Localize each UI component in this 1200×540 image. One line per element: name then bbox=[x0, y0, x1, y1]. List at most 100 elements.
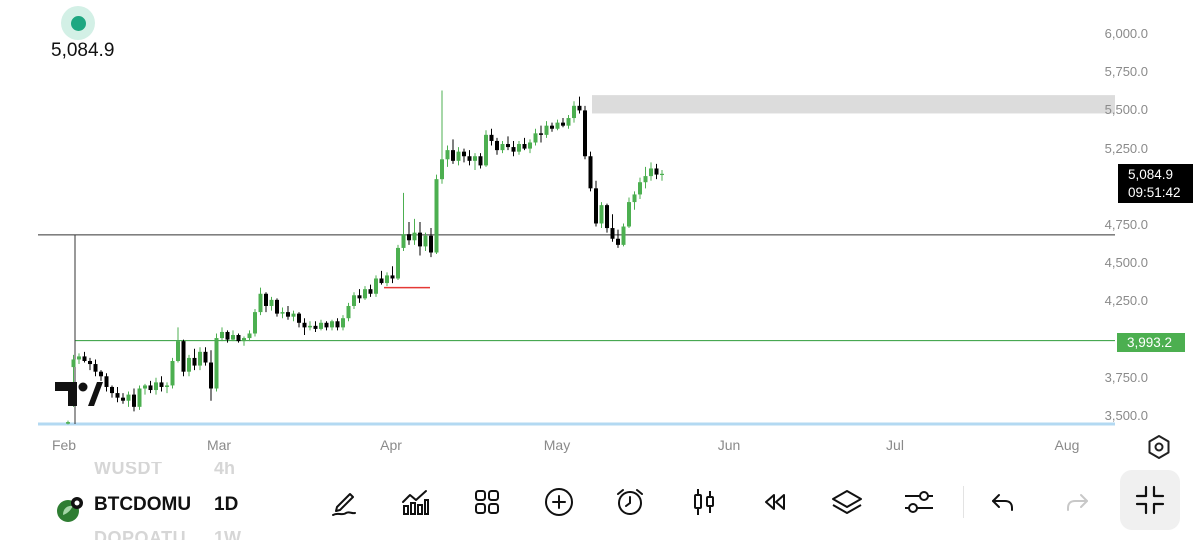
grid-icon bbox=[475, 490, 499, 514]
candle-body bbox=[456, 151, 461, 161]
candle-body bbox=[610, 228, 615, 239]
candle-body bbox=[638, 182, 642, 195]
candle-body bbox=[550, 125, 554, 129]
candle-body bbox=[181, 341, 186, 372]
candle-body bbox=[489, 134, 494, 141]
candle-body bbox=[451, 150, 455, 161]
symbol-prev[interactable]: WUSDT bbox=[94, 462, 163, 478]
candle-body bbox=[583, 110, 587, 157]
indicators-icon bbox=[402, 490, 429, 515]
replay-button[interactable] bbox=[757, 484, 793, 520]
price-axis-label: 6,000.0 bbox=[1104, 26, 1148, 41]
candle-body bbox=[528, 142, 532, 149]
current-price: 5,084.9 bbox=[51, 40, 115, 61]
candle-body bbox=[517, 144, 521, 152]
candle-body bbox=[467, 156, 472, 161]
candle-body bbox=[346, 305, 351, 319]
candle-body bbox=[335, 321, 340, 328]
interval-prev[interactable]: 4h bbox=[214, 462, 236, 478]
candle-body bbox=[82, 356, 87, 361]
candle-body bbox=[566, 118, 571, 126]
candle-body bbox=[324, 322, 329, 328]
candle-body bbox=[148, 385, 153, 391]
symbol-logo-icon bbox=[57, 497, 83, 522]
time-axis-label: Apr bbox=[380, 437, 402, 453]
candle-body bbox=[132, 394, 136, 407]
symbol-next[interactable]: DOPOATU bbox=[94, 528, 187, 540]
candle-body bbox=[599, 205, 604, 224]
candle-body bbox=[352, 295, 356, 306]
sliders-icon bbox=[905, 491, 933, 513]
candle-body bbox=[555, 122, 560, 129]
price-axis-label: 3,500.0 bbox=[1104, 408, 1148, 423]
candle-body bbox=[330, 321, 334, 328]
last-price-value: 5,084.9 bbox=[1128, 167, 1174, 182]
candle-body bbox=[407, 234, 411, 241]
undo-button[interactable] bbox=[985, 484, 1021, 520]
candle-body bbox=[236, 335, 241, 342]
candle-body bbox=[643, 176, 648, 183]
chart-area[interactable]: 5,084.9 6,000.0 5,750.0 5,500.0 5,250.0 4,75… bbox=[0, 0, 1200, 462]
candle-body bbox=[495, 140, 499, 151]
candle-body bbox=[192, 357, 197, 366]
add-button[interactable] bbox=[541, 484, 577, 520]
toolbar-divider bbox=[963, 486, 964, 518]
candle-body bbox=[649, 168, 653, 177]
price-axis-label: 4,500.0 bbox=[1104, 255, 1148, 271]
bar-countdown: 09:51:42 bbox=[1128, 185, 1181, 200]
collapse-icon bbox=[1135, 485, 1165, 515]
redo-icon bbox=[1067, 494, 1088, 511]
candle-body bbox=[88, 360, 92, 365]
bottom-toolbar: WUSDT BTCDOMU DOPOATU 4h 1D 1W bbox=[0, 462, 1200, 540]
interval-picker[interactable]: 4h 1D 1W bbox=[214, 462, 264, 540]
candle-body bbox=[506, 144, 510, 148]
fullscreen-exit-button[interactable] bbox=[1120, 470, 1180, 530]
candle-body bbox=[165, 385, 169, 387]
candle-body bbox=[302, 322, 307, 328]
rewind-icon bbox=[765, 494, 785, 510]
chart-properties-button[interactable] bbox=[901, 484, 937, 520]
chart-settings-icon[interactable] bbox=[1146, 434, 1172, 460]
candle-body bbox=[401, 234, 406, 248]
candle-body bbox=[313, 325, 318, 329]
plus-circle-icon bbox=[545, 488, 573, 516]
symbol-current[interactable]: BTCDOMU bbox=[94, 494, 192, 515]
objects-tree-button[interactable] bbox=[829, 484, 865, 520]
candlestick-chart[interactable] bbox=[0, 0, 1200, 462]
candle-body bbox=[445, 150, 450, 160]
time-axis-label: Jun bbox=[717, 437, 741, 453]
candle-body bbox=[275, 299, 279, 314]
market-status-icon bbox=[61, 6, 95, 40]
candle-body bbox=[484, 134, 488, 166]
candle-body bbox=[621, 226, 626, 245]
price-axis-label: 4,250.0 bbox=[1104, 293, 1148, 309]
candle-body bbox=[522, 144, 527, 149]
candle-body bbox=[170, 360, 175, 386]
candle-body bbox=[588, 156, 593, 189]
drawing-tool-button[interactable] bbox=[326, 484, 362, 520]
candle-body bbox=[572, 105, 576, 119]
candle-body bbox=[214, 338, 219, 389]
candle-body bbox=[66, 422, 70, 424]
symbol-picker[interactable]: WUSDT BTCDOMU DOPOATU bbox=[56, 462, 206, 540]
alert-button[interactable] bbox=[612, 484, 648, 520]
redo-button[interactable] bbox=[1059, 484, 1095, 520]
candle-body bbox=[412, 232, 417, 241]
candle-body bbox=[616, 238, 620, 245]
candle-body bbox=[539, 133, 543, 135]
candle-body bbox=[632, 194, 637, 203]
candle-body bbox=[478, 156, 483, 166]
candle-body bbox=[77, 356, 81, 360]
indicators-button[interactable] bbox=[397, 484, 433, 520]
interval-next[interactable]: 1W bbox=[214, 528, 241, 540]
interval-current[interactable]: 1D bbox=[214, 494, 239, 515]
horizontal-line-price-tag[interactable]: 3,993.2 bbox=[1117, 333, 1185, 352]
candle-body bbox=[363, 289, 367, 299]
candle-body bbox=[319, 322, 323, 329]
chart-type-button[interactable] bbox=[686, 484, 722, 520]
layouts-button[interactable] bbox=[469, 484, 505, 520]
price-axis-label: 4,750.0 bbox=[1104, 217, 1148, 232]
pen-icon bbox=[332, 493, 356, 516]
candle-body bbox=[390, 275, 395, 279]
candle-body bbox=[594, 188, 598, 224]
